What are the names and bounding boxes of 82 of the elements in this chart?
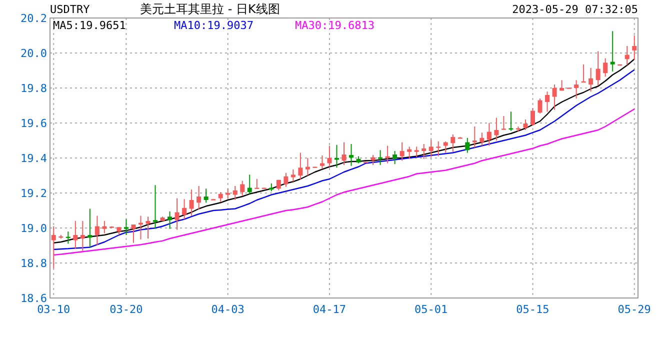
text: MA10:19.9037 (174, 19, 254, 32)
candlestick (102, 220, 107, 234)
y-tick-label: 18.6 (20, 292, 47, 305)
candlestick (530, 108, 535, 126)
candlestick (545, 91, 550, 112)
candlestick (247, 174, 252, 194)
candlestick (124, 218, 128, 236)
candlestick (588, 67, 594, 92)
candlestick (342, 142, 346, 166)
x-tick-label: 04-03 (211, 303, 244, 316)
candlestick (232, 186, 238, 200)
candlestick (94, 215, 100, 246)
candlestick (450, 134, 456, 152)
x-tick-label: 03-20 (110, 303, 143, 316)
candlestick (131, 224, 136, 244)
candlestick (400, 142, 404, 162)
candlestick (226, 188, 230, 199)
candlestick (218, 192, 223, 202)
chart-subtitle: USDTRY (50, 3, 90, 16)
candlestick (407, 146, 412, 160)
candlestick (624, 46, 630, 66)
candlestick (552, 84, 557, 110)
y-tick-label: 19.8 (20, 82, 47, 95)
y-tick-label: 19.2 (20, 187, 47, 200)
text: MA5:19.9651 (53, 19, 126, 32)
candlestick (73, 220, 78, 250)
candlestick (494, 117, 499, 141)
candlestick (168, 210, 172, 230)
candlestick (436, 140, 441, 157)
candlestick (465, 137, 470, 154)
candlestick (443, 140, 448, 154)
candlestick (240, 180, 245, 196)
y-tick-label: 19.6 (20, 117, 47, 130)
candlestick (428, 139, 434, 158)
text: 2023-05-29 07:32:05 (512, 3, 638, 16)
line-series (53, 108, 635, 256)
candlestick (486, 122, 492, 146)
candlestick (370, 154, 376, 166)
candlestick (196, 186, 202, 210)
candlestick (284, 172, 288, 188)
candlestick (334, 144, 339, 168)
y-tick-label: 20.2 (20, 12, 47, 25)
candlestick (596, 50, 600, 86)
candlestick (182, 198, 187, 220)
candlestick (378, 150, 383, 166)
candlestick (204, 188, 208, 204)
candlestick (632, 35, 637, 60)
x-tick-label: 05-01 (414, 303, 448, 316)
chart-title: 美元土耳其里拉 - 日K线图 (140, 2, 280, 16)
candlestick (603, 58, 608, 78)
text: MA30:19.6813 (295, 19, 374, 32)
candlestick (88, 208, 92, 248)
x-tick-label: 04-17 (312, 303, 346, 316)
candlestick (574, 80, 579, 99)
candlestick (305, 158, 310, 176)
candlestick (523, 119, 528, 130)
candlestick (472, 126, 477, 148)
candlestick (392, 150, 398, 165)
candlestick (290, 168, 296, 182)
x-tick-label: 05-15 (516, 303, 550, 316)
candlestick (146, 216, 150, 239)
candlestick (480, 132, 484, 146)
candlestick (153, 184, 158, 230)
y-tick-label: 19.4 (20, 152, 48, 165)
candlestick (51, 226, 56, 269)
candlestick (298, 152, 303, 180)
x-tick-label: 05-29 (618, 303, 651, 316)
y-tick-label: 20.0 (20, 47, 47, 60)
candlestick (320, 154, 324, 169)
candlestick (610, 30, 615, 72)
candlestick (501, 116, 506, 130)
candlestick (349, 144, 354, 166)
candlestick (80, 220, 85, 252)
candlestick (538, 98, 542, 114)
candlestick (174, 198, 180, 230)
candlestick (414, 146, 419, 158)
y-tick-label: 19.0 (20, 222, 47, 235)
candlestick (422, 144, 426, 160)
x-tick-label: 03-10 (37, 303, 70, 316)
candlestick (189, 189, 194, 216)
y-tick-label: 18.8 (20, 257, 47, 270)
candlestick (327, 145, 332, 168)
